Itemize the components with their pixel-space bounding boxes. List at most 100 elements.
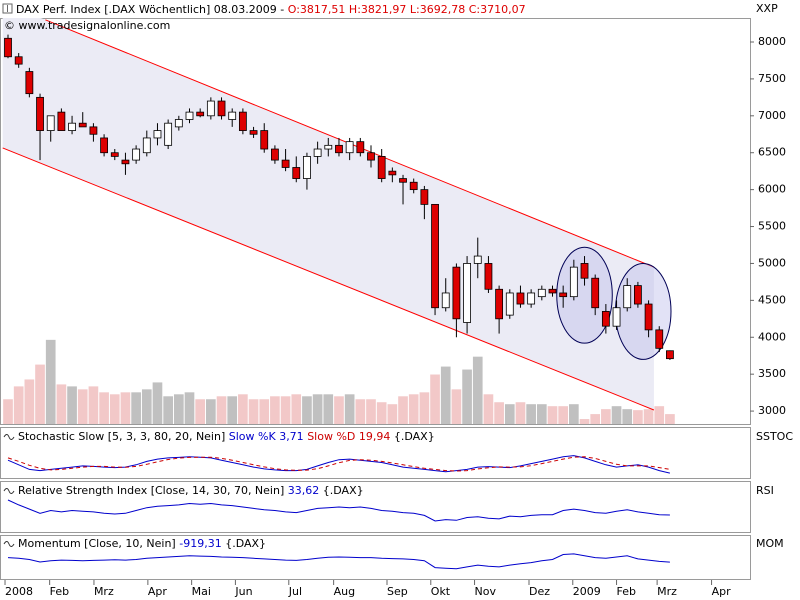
volume-bar bbox=[590, 414, 601, 424]
y-tick-label: 5500 bbox=[758, 220, 786, 233]
indicator-icon bbox=[3, 434, 15, 440]
volume-bar bbox=[601, 409, 611, 424]
x-tick-label: Dez bbox=[529, 585, 550, 598]
y-tick-label: 6000 bbox=[758, 183, 786, 196]
y-tick-label: 5000 bbox=[758, 256, 786, 269]
candle-body bbox=[313, 148, 322, 157]
volume-bar bbox=[88, 386, 99, 424]
volume-bar bbox=[355, 399, 366, 424]
ohlc-label: O:3817,51 H:3821,97 L:3692,78 C:3710,07 bbox=[288, 3, 526, 16]
volume-bar bbox=[195, 399, 206, 424]
candle-body bbox=[142, 137, 151, 154]
y-tick-label: 3500 bbox=[758, 367, 786, 380]
volume-bar bbox=[579, 419, 590, 424]
candle-body bbox=[367, 152, 375, 161]
candle-body bbox=[644, 303, 653, 331]
volume-bar bbox=[323, 394, 334, 424]
y-tick-label: 3000 bbox=[758, 404, 786, 417]
volume-bar bbox=[13, 386, 24, 424]
candle-body bbox=[505, 292, 514, 316]
candle-body bbox=[409, 181, 418, 191]
candle-body bbox=[228, 111, 237, 120]
candle-body bbox=[345, 141, 354, 154]
x-tick-label: Feb bbox=[50, 585, 69, 598]
volume-bar bbox=[344, 394, 355, 424]
candle-body bbox=[388, 170, 397, 176]
candle-body bbox=[46, 115, 55, 131]
title: Stochastic Slow [5, 3, 3, 80, 20, Nein] bbox=[18, 430, 225, 443]
candle-body bbox=[580, 263, 589, 279]
volume-bar bbox=[109, 394, 120, 424]
volume-bar bbox=[312, 394, 323, 424]
x-tick-label: Mai bbox=[192, 585, 211, 598]
volume-bar bbox=[440, 366, 451, 424]
volume-bar bbox=[654, 406, 665, 424]
volume-bar bbox=[611, 406, 622, 424]
candle-body bbox=[591, 277, 600, 309]
candle-body bbox=[185, 111, 194, 120]
candle-body bbox=[57, 111, 66, 131]
y-tick-label: 7500 bbox=[758, 72, 786, 85]
indicator-icon bbox=[3, 541, 15, 547]
candle-body bbox=[25, 71, 34, 95]
x-tick-label: Mrz bbox=[657, 585, 677, 598]
price-plot bbox=[2, 18, 675, 424]
legend-entry: Slow %D 19,94 bbox=[307, 430, 390, 443]
volume-bar bbox=[665, 414, 675, 424]
legend-entry: 33,62 bbox=[288, 484, 320, 497]
indicator-line bbox=[7, 553, 670, 570]
indicator-line bbox=[7, 456, 670, 472]
separator: - bbox=[280, 3, 284, 16]
candle-body bbox=[463, 263, 471, 323]
x-tick-label: Aug bbox=[334, 585, 355, 598]
suffix: {.DAX} bbox=[394, 430, 435, 443]
volume-bar bbox=[387, 404, 398, 424]
volume-bar bbox=[216, 396, 227, 424]
volume-bar bbox=[259, 399, 270, 424]
candle-body bbox=[420, 189, 429, 205]
x-tick-label: 2009 bbox=[573, 585, 601, 598]
volume-bar bbox=[472, 356, 483, 424]
y-tick-label: 6500 bbox=[758, 146, 786, 159]
momentum-header: Momentum [Close, 10, Nein] -919,31 {.DAX… bbox=[18, 537, 266, 550]
candle-body bbox=[399, 178, 407, 183]
volume-bar bbox=[483, 394, 494, 424]
candle-body bbox=[452, 266, 461, 320]
volume-bar bbox=[163, 396, 173, 424]
rsi-panel bbox=[0, 481, 751, 533]
volume-bar bbox=[77, 389, 88, 424]
candle-body bbox=[666, 350, 674, 360]
candle-body bbox=[495, 288, 504, 320]
x-tick-label: 2008 bbox=[5, 585, 33, 598]
volume-bar bbox=[494, 402, 504, 424]
candle-body bbox=[324, 144, 333, 150]
indicator-icon bbox=[3, 488, 15, 494]
volume-bar bbox=[408, 394, 419, 424]
candle-body bbox=[484, 263, 493, 290]
candle-body bbox=[281, 159, 290, 168]
candle-body bbox=[537, 288, 546, 298]
volume-bar bbox=[291, 394, 302, 424]
x-tick-label: Apr bbox=[712, 585, 732, 598]
indicator-line bbox=[7, 499, 670, 522]
volume-bar bbox=[152, 382, 163, 424]
candle-body bbox=[292, 167, 301, 179]
candle-body bbox=[377, 156, 386, 179]
x-tick-label: Mrz bbox=[94, 585, 114, 598]
candle-body bbox=[36, 96, 44, 131]
volume-bar bbox=[184, 392, 195, 424]
candle-body bbox=[527, 292, 536, 305]
candle-body bbox=[110, 152, 119, 157]
candle-body bbox=[174, 119, 183, 128]
candle-body bbox=[569, 266, 578, 298]
candle-body bbox=[153, 130, 162, 139]
candle-body bbox=[655, 329, 664, 349]
volume-bar bbox=[526, 404, 536, 424]
candle-body bbox=[260, 130, 269, 150]
price-header: DAX Perf. Index [.DAX Wöchentlich] 08.03… bbox=[16, 3, 526, 16]
volume-bar bbox=[398, 396, 408, 424]
candle-body bbox=[303, 156, 311, 179]
volume-bar bbox=[419, 392, 430, 424]
x-tick-label: Nov bbox=[475, 585, 497, 598]
stochastic-panel bbox=[0, 427, 751, 479]
